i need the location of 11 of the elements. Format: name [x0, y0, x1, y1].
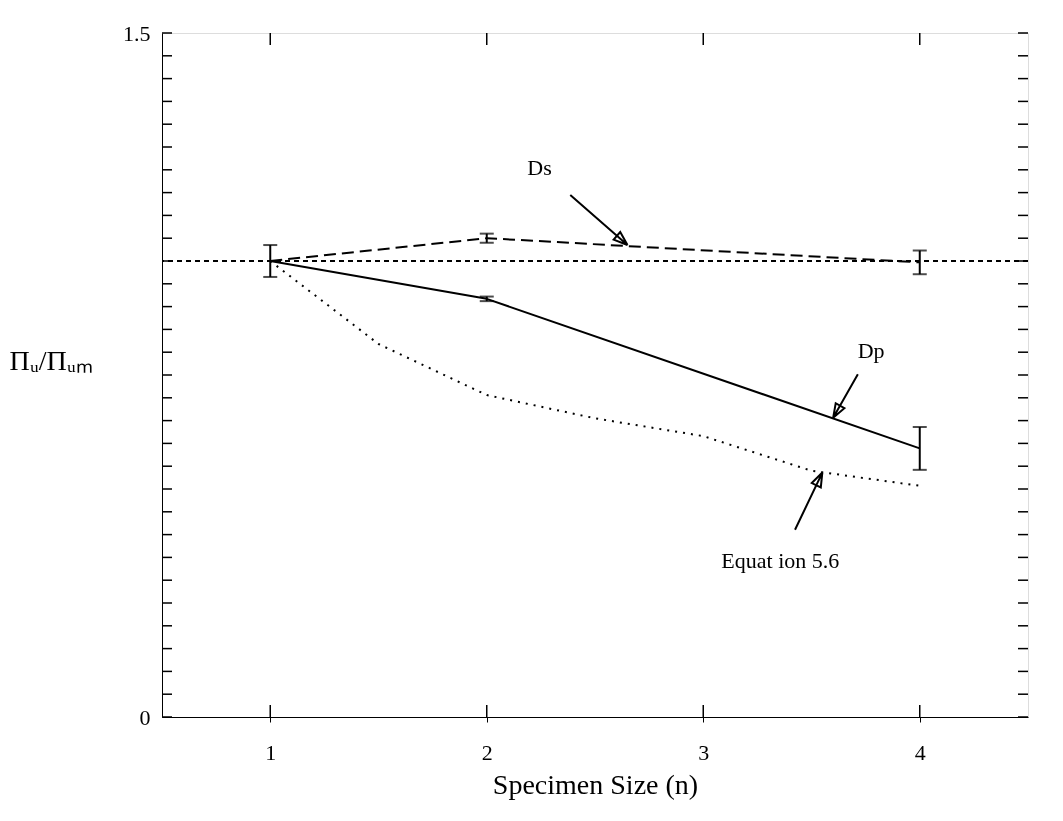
x-tick-label: 2: [481, 739, 493, 765]
x-tick-label: 3: [698, 739, 710, 765]
annotation: Equat ion 5.6: [721, 547, 840, 573]
y-axis-title: Πᵤ/Πᵤₘ: [9, 344, 93, 376]
annotation: Dp: [857, 337, 885, 363]
x-axis-title: Specimen Size (n): [492, 768, 699, 800]
x-tick-label: 1: [265, 739, 277, 765]
y-tick-label: 1.5: [123, 20, 151, 46]
x-tick-label: 4: [914, 739, 926, 765]
annotation: Ds: [527, 155, 552, 181]
y-tick-label: 0: [139, 704, 151, 730]
